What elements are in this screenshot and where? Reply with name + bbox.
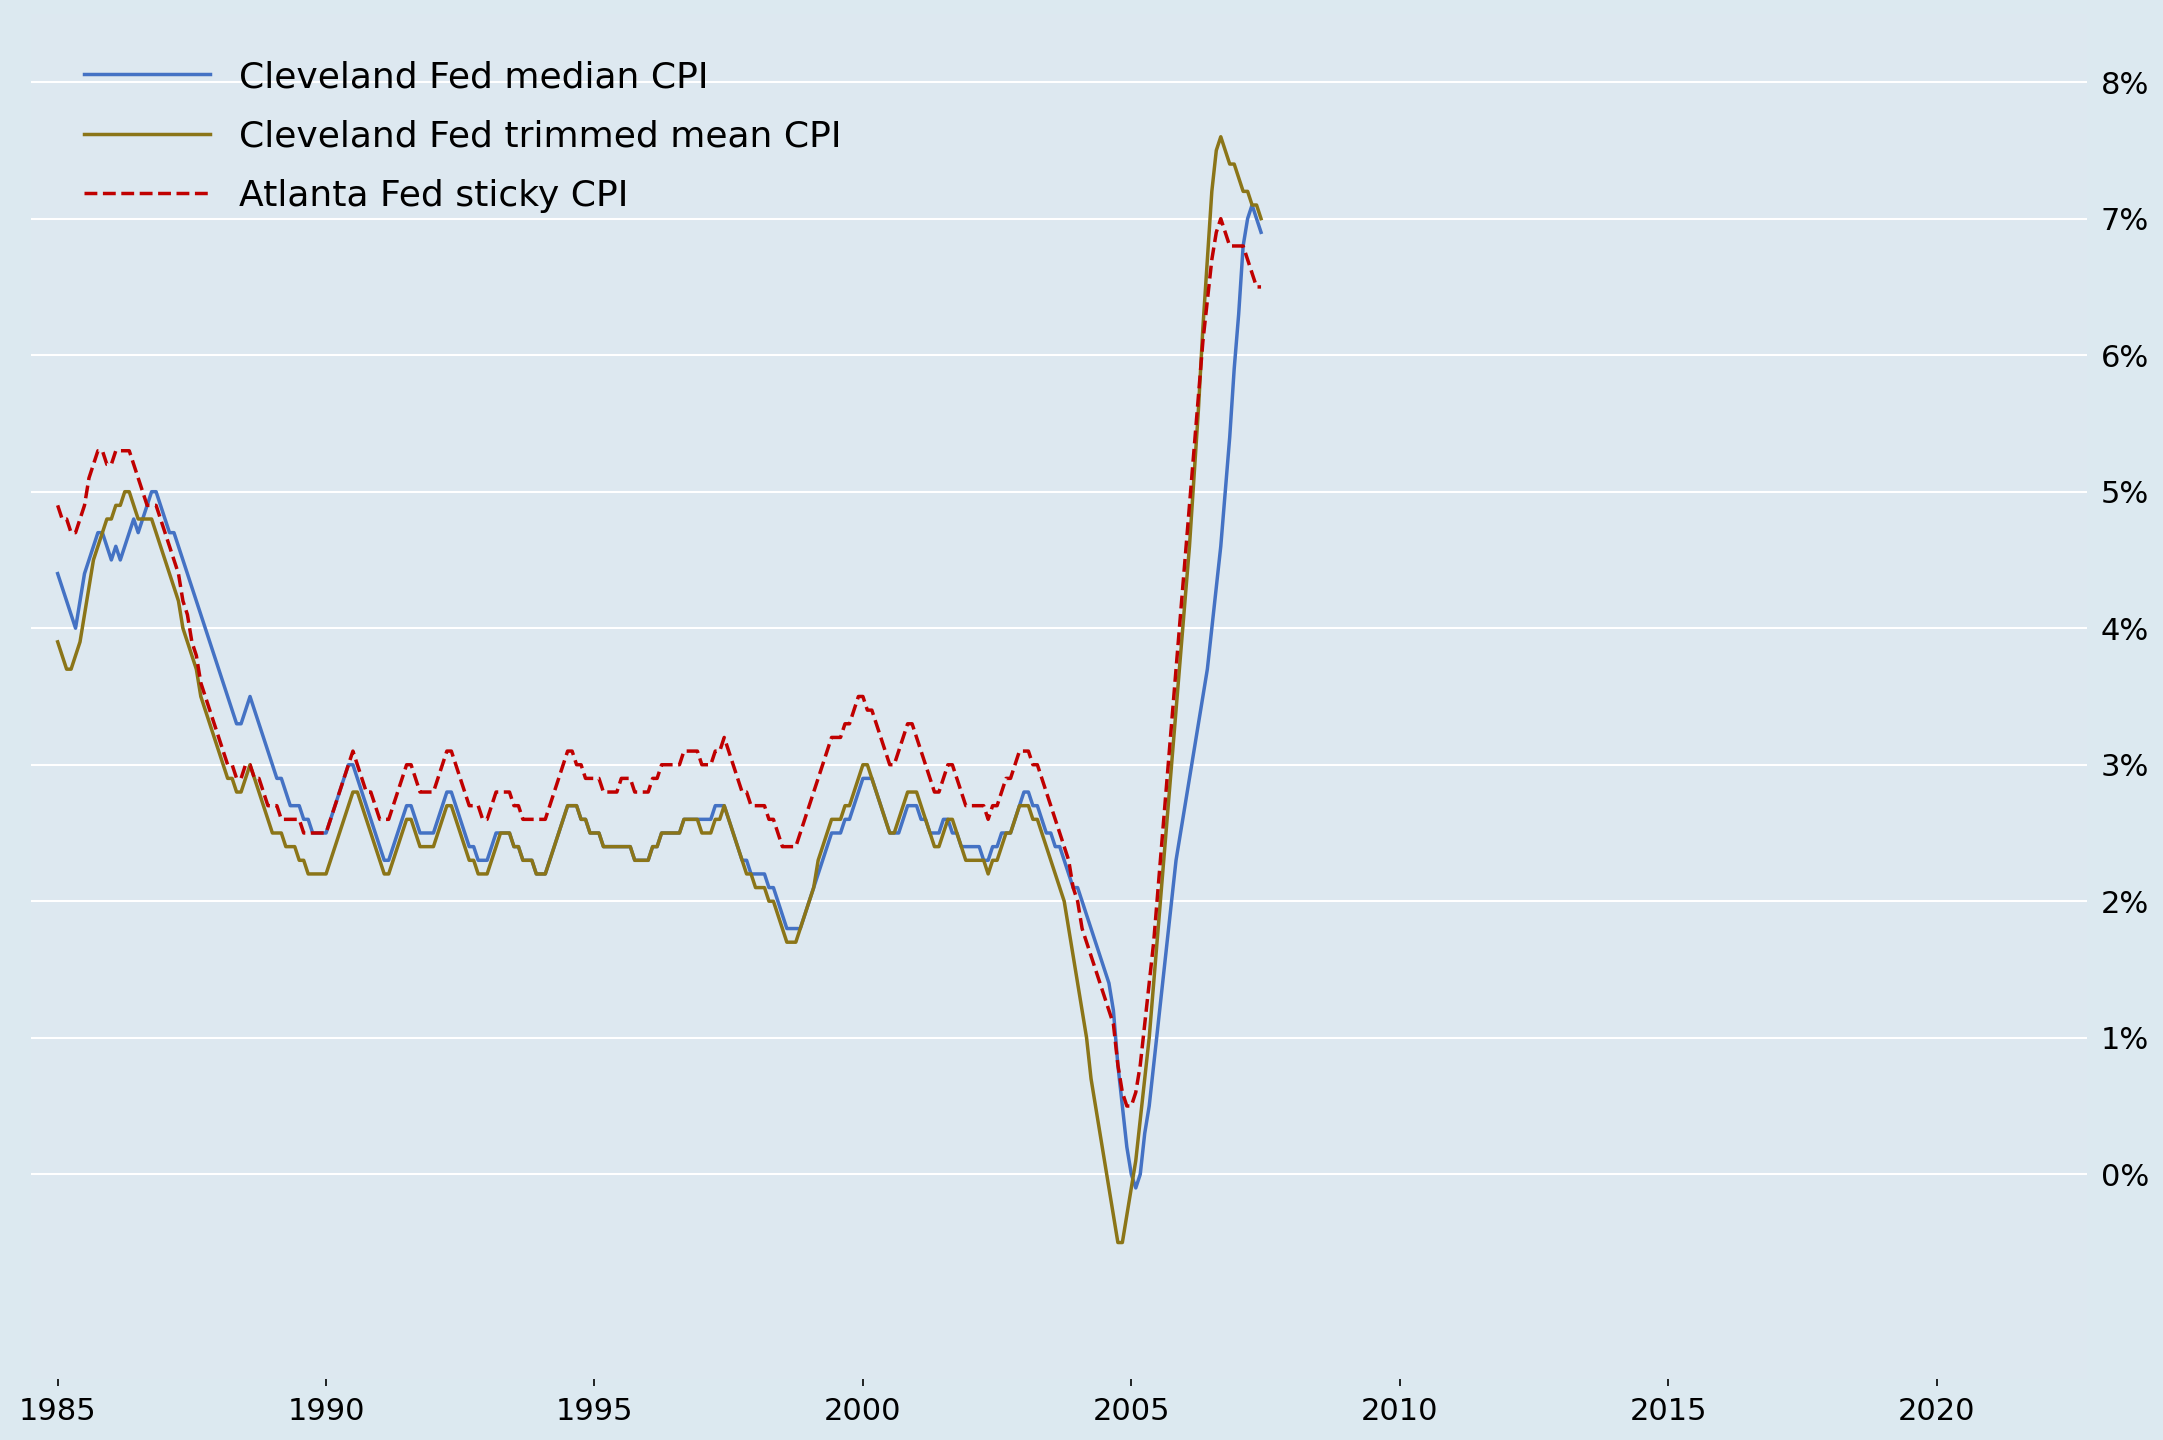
- Atlanta Fed sticky CPI: [45, 497, 71, 514]
- Cleveland Fed trimmed mean CPI: [456, 851, 482, 868]
- Cleveland Fed median CPI: [368, 838, 394, 855]
- Line: Atlanta Fed sticky CPI: Atlanta Fed sticky CPI: [58, 219, 1261, 1106]
- Legend: Cleveland Fed median CPI, Cleveland Fed trimmed mean CPI, Atlanta Fed sticky CPI: Cleveland Fed median CPI, Cleveland Fed …: [69, 46, 857, 228]
- Atlanta Fed sticky CPI: [733, 783, 759, 801]
- Cleveland Fed median CPI: [1123, 1179, 1149, 1197]
- Atlanta Fed sticky CPI: [1114, 1097, 1140, 1115]
- Cleveland Fed median CPI: [45, 564, 71, 582]
- Atlanta Fed sticky CPI: [867, 729, 893, 746]
- Cleveland Fed trimmed mean CPI: [867, 798, 893, 815]
- Atlanta Fed sticky CPI: [89, 442, 115, 459]
- Cleveland Fed median CPI: [1239, 196, 1265, 213]
- Atlanta Fed sticky CPI: [1248, 278, 1274, 295]
- Cleveland Fed median CPI: [456, 838, 482, 855]
- Cleveland Fed trimmed mean CPI: [1248, 210, 1274, 228]
- Cleveland Fed trimmed mean CPI: [1207, 128, 1233, 145]
- Atlanta Fed sticky CPI: [368, 811, 394, 828]
- Cleveland Fed trimmed mean CPI: [1105, 1234, 1131, 1251]
- Cleveland Fed median CPI: [733, 851, 759, 868]
- Cleveland Fed trimmed mean CPI: [227, 783, 253, 801]
- Line: Cleveland Fed median CPI: Cleveland Fed median CPI: [58, 204, 1261, 1188]
- Atlanta Fed sticky CPI: [1207, 210, 1233, 228]
- Atlanta Fed sticky CPI: [227, 770, 253, 788]
- Cleveland Fed trimmed mean CPI: [368, 851, 394, 868]
- Cleveland Fed trimmed mean CPI: [733, 865, 759, 883]
- Atlanta Fed sticky CPI: [456, 798, 482, 815]
- Cleveland Fed trimmed mean CPI: [45, 634, 71, 651]
- Cleveland Fed median CPI: [867, 798, 893, 815]
- Cleveland Fed median CPI: [1248, 223, 1274, 240]
- Cleveland Fed median CPI: [227, 716, 253, 733]
- Cleveland Fed trimmed mean CPI: [89, 524, 115, 541]
- Line: Cleveland Fed trimmed mean CPI: Cleveland Fed trimmed mean CPI: [58, 137, 1261, 1243]
- Cleveland Fed median CPI: [89, 524, 115, 541]
